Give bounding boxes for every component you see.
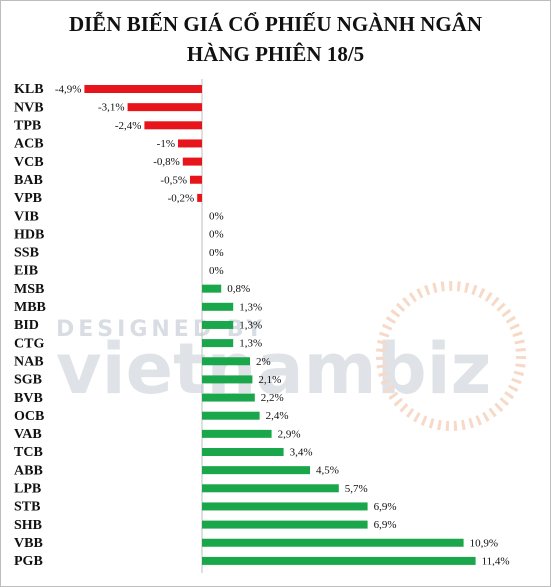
bar <box>127 103 202 112</box>
bar <box>190 175 202 184</box>
bar <box>202 393 255 402</box>
bar <box>197 193 202 202</box>
category-label: TPB <box>14 119 41 134</box>
category-label: BAB <box>14 173 43 188</box>
bar <box>182 157 202 166</box>
category-label: ACB <box>14 137 44 152</box>
bar <box>202 429 272 438</box>
category-label: BVB <box>14 391 43 406</box>
category-label: MBB <box>14 300 46 315</box>
data-label: 0% <box>209 211 224 223</box>
data-label: -2,4% <box>115 120 142 132</box>
data-label: -1% <box>157 138 175 150</box>
bar <box>202 302 234 311</box>
category-label: KLB <box>14 82 44 97</box>
category-label: NVB <box>14 100 44 115</box>
category-label: VAB <box>14 427 42 442</box>
category-label: HDB <box>14 227 44 242</box>
bar <box>202 357 250 366</box>
data-label: -3,1% <box>98 102 125 114</box>
watermark-logo <box>376 281 526 431</box>
bar <box>202 411 260 420</box>
category-label: SHB <box>14 518 42 533</box>
data-label: 11,4% <box>482 555 510 567</box>
data-label: 6,9% <box>374 501 397 513</box>
data-label: -0,5% <box>160 174 187 186</box>
bar <box>202 448 284 456</box>
bar <box>202 466 310 475</box>
category-label: VIB <box>14 209 39 224</box>
bar <box>202 339 234 348</box>
category-label: PGB <box>14 554 43 569</box>
watermark: DESIGNED BY vietnambiz <box>56 281 526 431</box>
bar <box>202 284 222 293</box>
category-label: LPB <box>14 482 41 497</box>
data-label: -4,9% <box>55 84 82 96</box>
watermark-text: vietnambiz <box>56 328 491 410</box>
category-label: VPB <box>14 191 42 206</box>
bar <box>202 375 253 384</box>
data-label: 4,5% <box>316 465 339 477</box>
bar <box>144 121 202 130</box>
bar <box>202 520 368 529</box>
bar <box>202 320 234 329</box>
bar <box>202 484 339 493</box>
data-label: -0,2% <box>168 192 195 204</box>
data-label: 5,7% <box>345 483 368 495</box>
data-label: 2,2% <box>261 392 284 404</box>
category-label: ABB <box>14 463 43 478</box>
data-label: 0% <box>209 265 224 277</box>
category-label: CTG <box>14 336 44 351</box>
data-label: 1,3% <box>239 338 262 350</box>
data-label: 10,9% <box>470 537 498 549</box>
data-label: 1,3% <box>239 301 262 313</box>
category-label: VBB <box>14 536 43 551</box>
category-label: TCB <box>14 445 43 460</box>
chart-title-box: DIỄN BIẾN GIÁ CỔ PHIẾU NGÀNH NGÂN HÀNG P… <box>1 9 550 69</box>
category-label: SGB <box>14 373 42 388</box>
data-label: 0% <box>209 229 224 241</box>
data-label: 3,4% <box>290 447 313 459</box>
category-label: BID <box>14 318 39 333</box>
data-label: 2,9% <box>278 428 301 440</box>
bar <box>84 85 202 93</box>
category-label: VCB <box>14 155 44 170</box>
data-label: -0,8% <box>153 156 180 168</box>
chart-title: DIỄN BIẾN GIÁ CỔ PHIẾU NGÀNH NGÂN HÀNG P… <box>68 12 483 66</box>
data-label: 2,1% <box>258 374 281 386</box>
bar <box>178 139 202 148</box>
bar <box>202 502 368 511</box>
data-label: 0% <box>209 247 224 259</box>
category-label: STB <box>14 500 40 515</box>
data-label: 2,4% <box>266 410 289 422</box>
data-label: 6,9% <box>374 519 397 531</box>
data-label: 1,3% <box>239 319 262 331</box>
bar <box>202 556 476 565</box>
category-label: SSB <box>14 246 39 261</box>
category-label: OCB <box>14 409 44 424</box>
category-label: MSB <box>14 282 44 297</box>
bar <box>202 538 464 547</box>
category-label: NAB <box>14 354 44 369</box>
data-label: 0,8% <box>227 283 250 295</box>
data-label: 2% <box>256 356 271 368</box>
category-label: EIB <box>14 264 38 279</box>
